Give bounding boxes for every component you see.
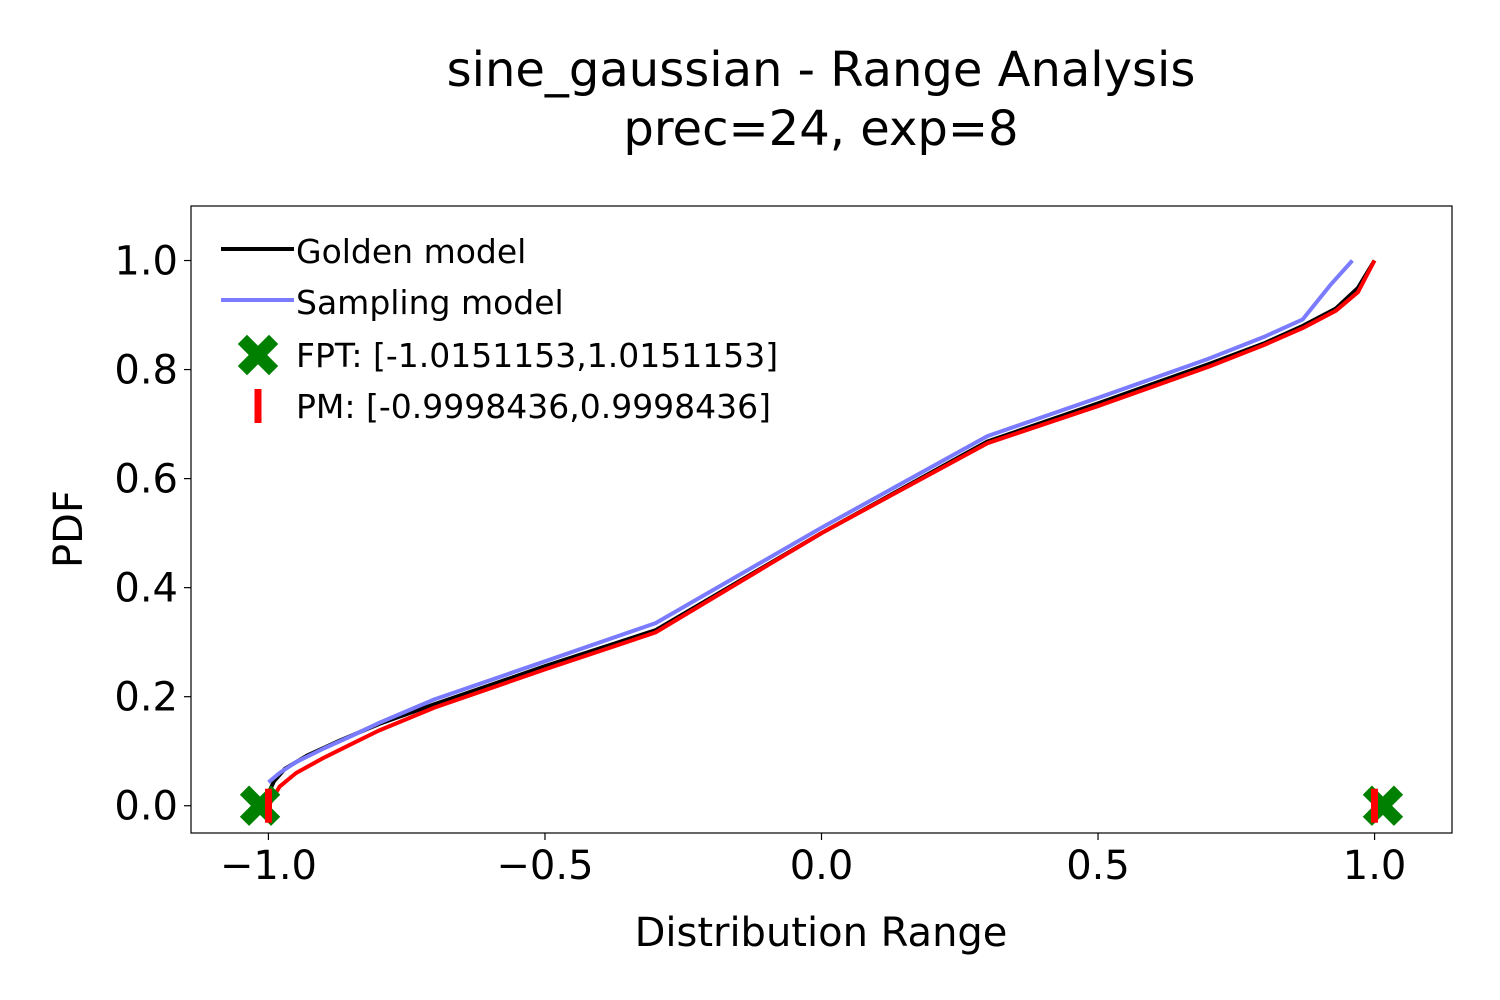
legend-swatch-bar xyxy=(254,389,262,423)
y-tick-label: 0.0 xyxy=(114,784,178,830)
pm-marker xyxy=(265,788,273,823)
series-layer xyxy=(266,259,1377,807)
legend-swatch-x xyxy=(237,334,279,376)
y-axis: 0.0 0.2 0.4 0.6 0.8 1.0 xyxy=(114,239,191,830)
pm-marker xyxy=(1370,788,1378,823)
pm-model-line xyxy=(266,259,1377,807)
x-tick-label: −1.0 xyxy=(220,843,317,889)
chart-title: sine_gaussian - Range Analysis xyxy=(447,42,1196,98)
y-tick-label: 0.2 xyxy=(114,675,178,721)
x-tick-label: 0.5 xyxy=(1066,843,1130,889)
sampling-model-line xyxy=(267,259,1354,784)
y-tick-label: 1.0 xyxy=(114,239,178,285)
legend-label: Golden model xyxy=(296,232,526,271)
x-axis-label: Distribution Range xyxy=(635,910,1008,956)
legend-label: Sampling model xyxy=(296,283,564,322)
legend: Golden model Sampling model FPT: [-1.01511… xyxy=(221,232,778,426)
marker-layer xyxy=(239,785,1404,826)
y-tick-label: 0.4 xyxy=(114,566,178,612)
chart-subtitle: prec=24, exp=8 xyxy=(623,101,1018,157)
x-tick-label: 0.0 xyxy=(790,843,854,889)
legend-label: PM: [-0.9998436,0.9998436] xyxy=(296,387,771,426)
y-tick-label: 0.8 xyxy=(114,348,178,394)
y-tick-label: 0.6 xyxy=(114,457,178,503)
x-tick-label: 1.0 xyxy=(1343,843,1407,889)
x-axis: −1.0 −0.5 0.0 0.5 1.0 xyxy=(220,833,1407,889)
legend-label: FPT: [-1.0151153,1.0151153] xyxy=(296,336,778,375)
y-axis-label: PDF xyxy=(46,490,92,568)
x-tick-label: −0.5 xyxy=(496,843,593,889)
